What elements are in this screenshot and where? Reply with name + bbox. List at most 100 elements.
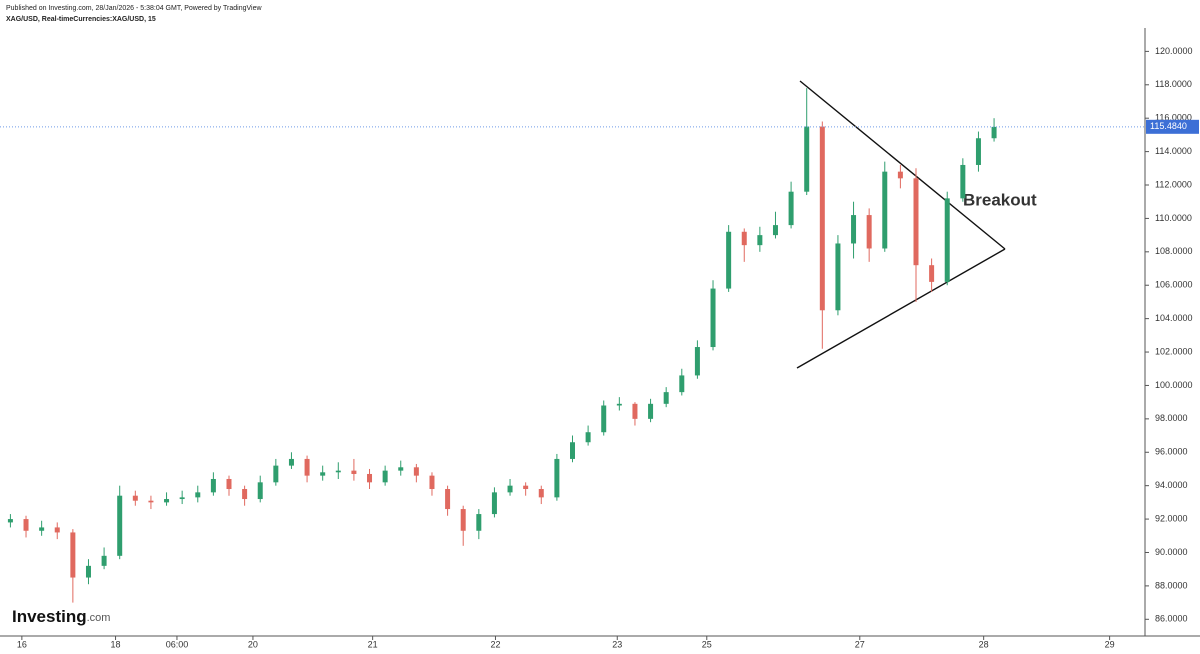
triangle-upper-line — [799, 80, 1006, 250]
candle-body — [226, 478, 232, 490]
candle-body — [960, 164, 966, 199]
x-tick-label: 28 — [979, 639, 989, 649]
candle-body — [132, 495, 138, 501]
logo: Investing.com — [12, 607, 110, 626]
candle-body — [632, 403, 638, 419]
candle-body — [210, 478, 216, 493]
y-tick-label: 106.0000 — [1155, 280, 1193, 290]
x-tick-label: 29 — [1105, 639, 1115, 649]
candle-body — [710, 288, 716, 348]
y-tick-label: 114.0000 — [1155, 146, 1192, 156]
y-tick-label: 86.0000 — [1155, 614, 1188, 624]
candle-body — [382, 470, 388, 483]
x-tick-label: 16 — [17, 639, 27, 649]
y-tick-label: 100.0000 — [1155, 380, 1193, 390]
y-tick-label: 98.0000 — [1155, 413, 1188, 423]
y-tick-label: 110.0000 — [1155, 213, 1192, 223]
candle-body — [523, 485, 529, 490]
candle-body — [601, 405, 607, 433]
y-tick-label: 120.0000 — [1155, 46, 1193, 56]
candle-body — [835, 243, 841, 311]
y-tick-label: 118.0000 — [1155, 79, 1192, 89]
candle-body — [320, 472, 326, 476]
candle-body — [913, 178, 919, 266]
candle-body — [54, 527, 60, 533]
candle-body — [491, 492, 497, 515]
candle-body — [741, 231, 747, 246]
candle-body — [195, 492, 201, 498]
candle-body — [554, 458, 560, 498]
x-tick-label: 27 — [855, 639, 865, 649]
candle-body — [164, 499, 170, 503]
candle-body — [413, 467, 419, 476]
candle-body — [460, 509, 466, 531]
logo-name: Investing — [12, 607, 87, 626]
candle-body — [304, 458, 310, 476]
candle-body — [179, 497, 185, 500]
candle-body — [288, 458, 294, 466]
y-tick-label: 94.0000 — [1155, 480, 1188, 490]
candle-body — [819, 126, 825, 311]
candle-body — [445, 489, 451, 510]
symbol-info: XAG/USD, Real-timeCurrencies:XAG/USD, 15 — [6, 16, 156, 23]
candle-body — [570, 442, 575, 459]
candle-body — [117, 495, 123, 556]
candle-body — [929, 265, 935, 282]
triangle-lower-line — [796, 248, 1006, 369]
candle-body — [648, 403, 654, 419]
candle-body — [866, 215, 872, 249]
candle-body — [101, 555, 107, 566]
candle-body — [367, 473, 373, 483]
candle-body — [663, 392, 669, 404]
candle-body — [257, 482, 263, 500]
last-price-label: 115.4840 — [1150, 121, 1187, 131]
x-tick-label: 18 — [111, 639, 121, 649]
candle-body — [616, 403, 622, 406]
candle-body — [476, 514, 482, 531]
candle-body — [351, 470, 357, 474]
x-tick-label: 23 — [612, 639, 622, 649]
y-tick-label: 96.0000 — [1155, 447, 1188, 457]
candle-body — [788, 191, 794, 226]
published-note: Published on Investing.com, 28/Jan/2026 … — [6, 5, 262, 12]
y-tick-label: 116.0000 — [1155, 113, 1192, 123]
candle-body — [85, 565, 91, 578]
y-tick-label: 108.0000 — [1155, 246, 1193, 256]
candle-body — [726, 231, 732, 289]
candle-body — [882, 171, 888, 249]
candle-body — [694, 347, 700, 376]
y-tick-label: 112.0000 — [1155, 179, 1192, 189]
candle-body — [398, 467, 404, 471]
x-tick-label: 20 — [248, 639, 258, 649]
x-tick-label: 06:00 — [166, 639, 189, 649]
candle-body — [944, 198, 950, 282]
candle-body — [585, 432, 591, 443]
x-tick-label: 25 — [702, 639, 712, 649]
candle-body — [70, 532, 76, 578]
y-tick-label: 88.0000 — [1155, 580, 1188, 590]
x-tick-label: 22 — [490, 639, 500, 649]
y-tick-label: 102.0000 — [1155, 346, 1193, 356]
candle-body — [851, 215, 857, 244]
candle-body — [991, 126, 997, 139]
annotation: Breakout — [963, 190, 1037, 209]
candle-body — [772, 225, 778, 236]
candle-body — [507, 485, 513, 493]
last-price-box — [1146, 119, 1199, 134]
candle-body — [23, 519, 29, 531]
candle-body — [975, 138, 981, 165]
candle-body — [273, 465, 279, 483]
candle-body — [538, 489, 544, 498]
candle-body — [804, 126, 810, 192]
candle-body — [7, 519, 13, 523]
y-tick-label: 90.0000 — [1155, 547, 1188, 557]
candle-body — [242, 489, 248, 500]
y-tick-label: 92.0000 — [1155, 513, 1188, 523]
x-tick-label: 21 — [368, 639, 378, 649]
candle-body — [39, 527, 45, 531]
logo-suffix: .com — [87, 612, 111, 624]
y-tick-label: 104.0000 — [1155, 313, 1193, 323]
candle-body — [148, 500, 154, 503]
